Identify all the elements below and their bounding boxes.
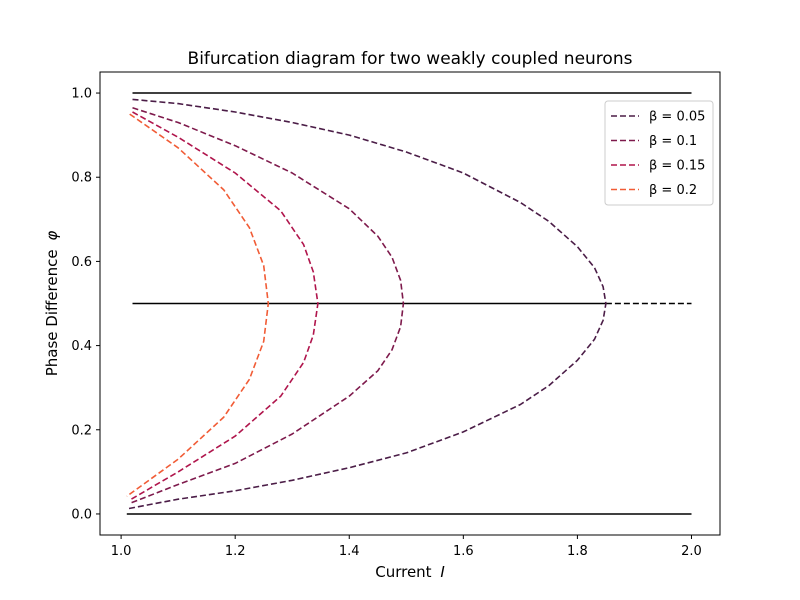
y-tick-label: 0.0 [71,507,92,522]
legend-label-2: β = 0.1 [649,134,697,149]
x-tick-label: 1.2 [225,544,246,559]
legend-label-1: β = 0.05 [649,110,705,125]
chart-title: Bifurcation diagram for two weakly coupl… [188,49,633,69]
y-axis-label: Phase Difference φ [43,231,61,377]
series-line-3 [129,111,319,501]
x-axis-label: Current I [375,563,445,581]
plot-area [126,92,692,515]
x-tick-label: 1.6 [453,544,474,559]
series-line-4 [126,113,270,497]
series-line-1 [126,98,607,510]
x-tick-label: 1.4 [339,544,360,559]
legend-label-3: β = 0.15 [649,159,705,174]
y-axis-label-var: φ [43,231,61,241]
legend: β = 0.05 β = 0.1 β = 0.15 β = 0.2 [604,100,714,206]
y-tick-label: 0.8 [71,171,92,186]
y-tick-label: 1.0 [71,87,92,102]
x-tick-label: 1.0 [111,544,132,559]
x-tick-label: 1.8 [567,544,588,559]
x-axis-label-var: I [440,563,445,581]
y-tick-label: 0.6 [71,255,92,270]
legend-box [604,100,714,206]
y-tick-label: 0.2 [71,423,92,438]
axes-frame [99,71,721,536]
x-axis-label-text: Current [375,563,431,581]
x-tick-label: 2.0 [681,544,702,559]
y-tick-label: 0.4 [71,339,92,354]
legend-label-4: β = 0.2 [649,183,697,198]
axes: 1.0 1.2 1.4 1.6 1.8 2.0 0.0 0.2 0.4 0.6 0.8 1.0 [71,87,702,559]
y-axis-label-text: Phase Difference [43,249,61,376]
series-line-2 [129,107,405,505]
